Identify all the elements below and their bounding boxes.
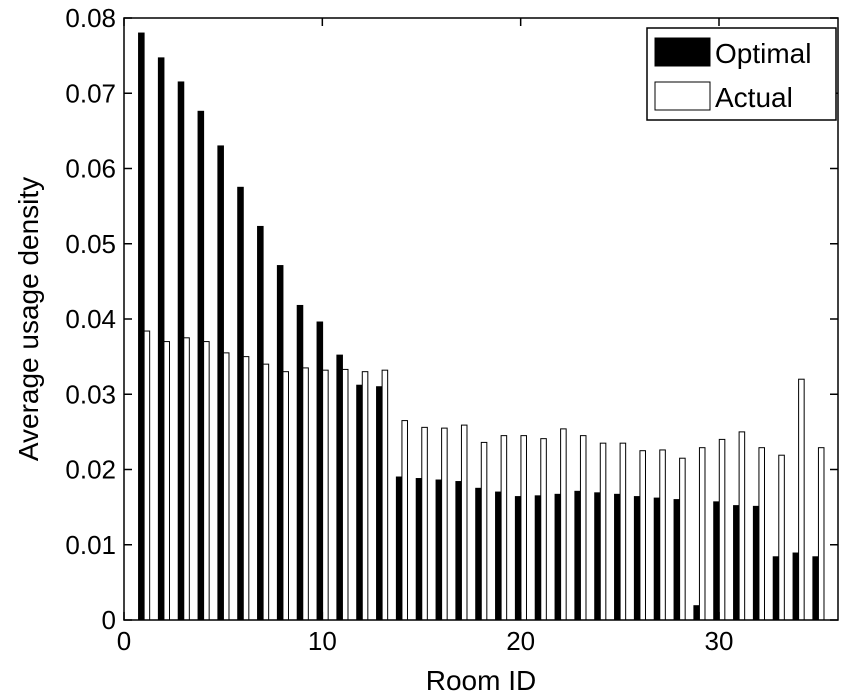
bar-actual-15 — [421, 426, 428, 621]
bar-optimal-14 — [395, 476, 403, 621]
bar-actual-25 — [619, 442, 627, 621]
bar-optimal-9 — [296, 304, 304, 621]
y-tick-label: 0.08 — [65, 3, 116, 33]
bar-optimal-22 — [554, 493, 562, 621]
bar-actual-20 — [520, 435, 527, 621]
bar-optimal-26 — [633, 496, 641, 621]
bar-optimal-18 — [475, 487, 482, 621]
legend: Optimal Actual — [646, 27, 837, 121]
bar-actual-13 — [381, 369, 389, 621]
bar-optimal-23 — [574, 490, 581, 621]
bar-optimal-13 — [376, 386, 383, 621]
bar-optimal-8 — [276, 265, 284, 621]
bar-actual-16 — [441, 427, 448, 621]
y-axis-label: Average usage density — [13, 177, 44, 461]
bar-optimal-5 — [217, 145, 224, 621]
bar-actual-10 — [322, 369, 329, 621]
bar-actual-1 — [143, 330, 151, 621]
bar-optimal-27 — [653, 497, 661, 621]
bar-optimal-10 — [316, 321, 324, 621]
bar-optimal-24 — [594, 492, 601, 621]
bar-actual-8 — [282, 371, 289, 621]
y-tick-label: 0 — [102, 605, 116, 635]
bar-actual-12 — [361, 371, 369, 621]
y-tick-label: 0.03 — [65, 379, 116, 409]
bar-optimal-21 — [534, 495, 542, 621]
x-tick-label: 0 — [117, 626, 131, 656]
y-tick-label: 0.01 — [65, 530, 116, 560]
bar-optimal-19 — [495, 491, 502, 621]
bar-actual-32 — [758, 447, 765, 621]
bar-optimal-25 — [614, 493, 621, 621]
bar-optimal-33 — [772, 556, 780, 621]
bar-optimal-7 — [257, 225, 264, 621]
x-tick-label: 10 — [308, 626, 337, 656]
y-tick-label: 0.06 — [65, 154, 116, 184]
y-tick-label: 0.04 — [65, 304, 116, 334]
bar-actual-7 — [262, 363, 270, 621]
legend-label-optimal: Optimal — [715, 38, 811, 69]
bar-actual-31 — [738, 431, 746, 621]
bar-actual-6 — [242, 356, 250, 621]
bar-optimal-12 — [356, 384, 363, 621]
bar-optimal-6 — [237, 186, 244, 621]
bar-optimal-31 — [733, 505, 740, 621]
bar-actual-2 — [163, 341, 170, 621]
bar-actual-19 — [500, 435, 508, 621]
y-tick-label: 0.05 — [65, 229, 116, 259]
bar-actual-34 — [798, 378, 805, 621]
bar-actual-4 — [203, 341, 210, 621]
bar-actual-23 — [579, 435, 587, 621]
bar-actual-22 — [560, 428, 567, 621]
bar-optimal-35 — [812, 556, 819, 621]
bars-group — [138, 32, 825, 621]
bar-actual-3 — [183, 337, 190, 621]
bar-actual-5 — [222, 352, 230, 621]
legend-label-actual: Actual — [715, 82, 793, 113]
axis-tick-labels: 0 10 20 30 0 0.01 0.02 0.03 0.04 0.05 0.06 0.07 0.08 — [65, 3, 733, 656]
bar-actual-21 — [540, 438, 547, 621]
bar-actual-30 — [718, 438, 726, 621]
x-tick-label: 20 — [506, 626, 535, 656]
bar-actual-35 — [817, 447, 825, 621]
legend-swatch-actual — [654, 81, 711, 111]
bar-actual-26 — [639, 450, 646, 621]
x-tick-label: 30 — [705, 626, 734, 656]
y-tick-label: 0.02 — [65, 455, 116, 485]
bar-optimal-3 — [177, 81, 185, 621]
bar-actual-29 — [698, 447, 706, 621]
bar-optimal-15 — [415, 478, 423, 621]
x-axis-label: Room ID — [426, 665, 536, 696]
bar-optimal-11 — [336, 354, 343, 621]
bar-optimal-28 — [673, 499, 681, 621]
bar-optimal-34 — [792, 552, 800, 621]
bar-optimal-4 — [197, 110, 205, 621]
bar-actual-9 — [302, 367, 309, 621]
bar-optimal-1 — [138, 32, 145, 621]
bar-optimal-32 — [752, 505, 760, 621]
legend-swatch-optimal — [654, 37, 711, 67]
bar-actual-24 — [599, 442, 607, 621]
bar-actual-27 — [659, 449, 666, 621]
y-tick-label: 0.07 — [65, 78, 116, 108]
bar-actual-17 — [460, 424, 468, 621]
bar-optimal-30 — [713, 501, 720, 621]
bar-optimal-17 — [455, 481, 462, 621]
bar-optimal-29 — [693, 605, 700, 621]
bar-actual-33 — [778, 454, 785, 621]
bar-actual-28 — [679, 457, 686, 621]
bar-actual-11 — [341, 368, 349, 621]
bar-optimal-2 — [157, 57, 165, 621]
bar-optimal-20 — [514, 496, 522, 621]
bar-optimal-16 — [435, 479, 443, 621]
bar-actual-14 — [401, 420, 408, 621]
bar-actual-18 — [480, 441, 488, 621]
